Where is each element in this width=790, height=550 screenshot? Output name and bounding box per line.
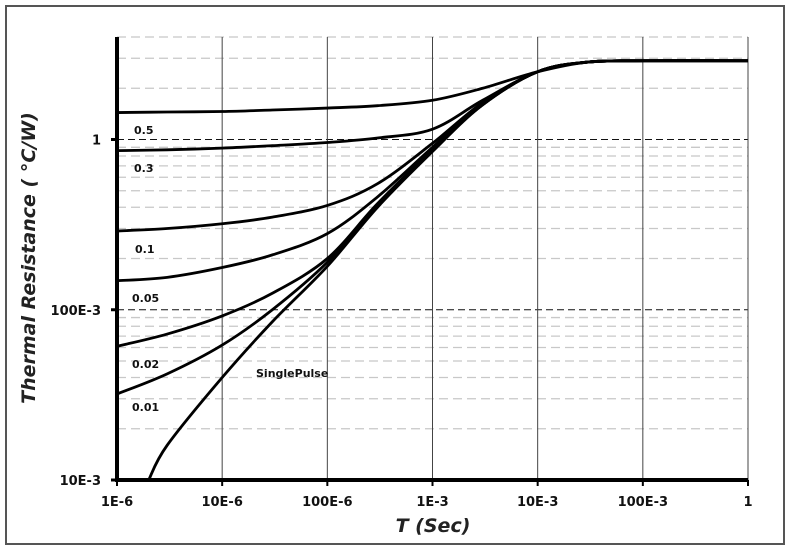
x-tick-label: 10E-3 (517, 495, 558, 510)
y-tick-label: 10E-3 (60, 474, 101, 489)
series-label: SinglePulse (256, 367, 328, 380)
series-label: 0.5 (134, 124, 154, 137)
x-tick-label: 1E-6 (101, 495, 133, 510)
x-tick-label: 100E-6 (302, 495, 352, 510)
series-label: 0.05 (132, 292, 159, 305)
series-label: 0.1 (135, 243, 155, 256)
y-tick-label: 100E-3 (51, 304, 101, 319)
x-tick-label: 100E-3 (618, 495, 668, 510)
y-axis-title: Thermal Resistance ( °C/W) (18, 112, 40, 404)
series-label: 0.02 (132, 358, 159, 371)
x-axis-title: T (Sec) (396, 515, 471, 537)
series-label: 0.3 (134, 162, 154, 175)
x-tick-label: 1E-3 (416, 495, 448, 510)
chart-frame (5, 5, 785, 545)
x-tick-label: 1 (743, 495, 752, 510)
series-label: 0.01 (132, 401, 159, 414)
series-line-singlepulse (147, 59, 749, 481)
y-tick-label: 1 (92, 134, 101, 149)
x-tick-label: 10E-6 (201, 495, 242, 510)
